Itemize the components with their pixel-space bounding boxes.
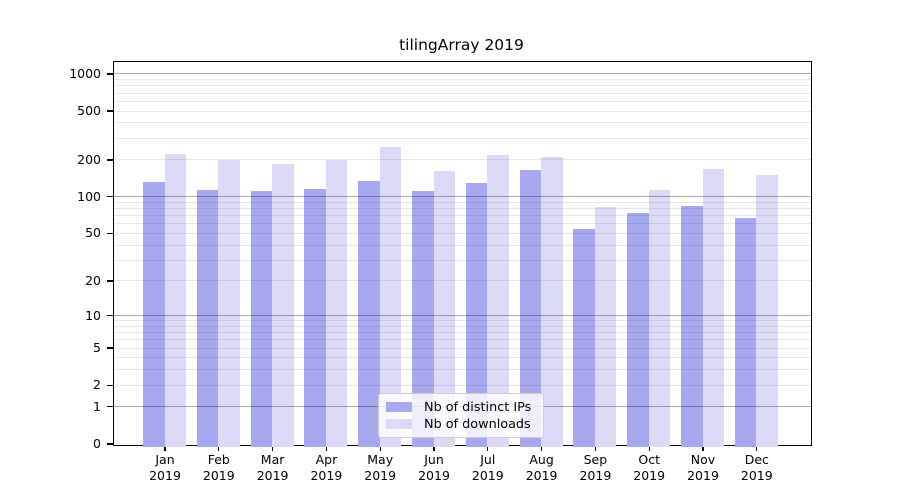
bar-downloads-apr [325,159,348,447]
x-tick-label-dec: Dec 2019 [740,452,773,483]
x-tick-label-mar: Mar 2019 [256,452,289,483]
y-tick-1 [107,406,114,408]
bar-distinct-ips-jun [412,191,434,447]
legend-swatch-downloads [386,418,412,430]
x-tick-label-feb: Feb 2019 [202,452,235,483]
legend-item-distinct-ips: Nb of distinct IPs [386,399,531,415]
bar-downloads-dec [756,175,778,447]
y-tick-0 [107,443,114,445]
bar-distinct-ips-may [358,180,380,447]
y-tick-label-200: 200 [77,151,101,167]
y-tick-label-100: 100 [77,188,101,204]
y-tick-20 [107,280,114,282]
y-tick-100 [107,196,114,198]
legend-label: Nb of distinct IPs [424,399,532,415]
y-tick-500 [107,110,114,112]
bar-downloads-nov [702,169,724,447]
x-tick-label-may: May 2019 [364,452,397,483]
y-tick-10 [107,314,114,317]
legend-item-downloads: Nb of downloads [386,416,531,432]
x-tick-aug [541,445,543,451]
bar-downloads-aug [541,157,563,447]
x-tick-label-jun: Jun 2019 [418,452,450,483]
bar-distinct-ips-dec [734,217,757,447]
legend-swatch-distinct-ips [386,401,412,413]
x-tick-may [379,445,381,451]
plot-area [112,60,812,447]
bar-downloads-feb [218,159,240,447]
x-tick-mar [272,445,274,451]
x-tick-label-jan: Jan 2019 [149,452,181,483]
x-tick-label-sep: Sep 2019 [579,452,612,483]
y-tick-label-1000: 1000 [69,65,101,81]
bar-distinct-ips-aug [519,170,542,447]
y-tick-5 [107,347,114,349]
x-tick-oct [648,445,650,451]
bars-layer [114,62,811,447]
y-tick-50 [107,232,114,234]
y-tick-label-10: 10 [85,307,101,323]
x-tick-jun [433,445,435,451]
chart-title: tilingArray 2019 [399,36,524,54]
x-tick-label-oct: Oct 2019 [633,452,666,483]
bar-downloads-mar [272,164,294,447]
bar-distinct-ips-jul [465,183,488,447]
bar-distinct-ips-feb [196,190,219,447]
y-tick-label-5: 5 [93,340,101,356]
x-tick-label-aug: Aug 2019 [525,452,558,483]
bar-downloads-may [379,146,402,447]
legend: Nb of distinct IPs Nb of downloads [378,393,545,438]
bar-distinct-ips-nov [681,205,703,447]
bar-distinct-ips-jan [143,182,165,447]
x-tick-jul [487,445,489,451]
y-tick-label-1: 1 [93,398,101,414]
y-tick-label-20: 20 [85,272,101,288]
bar-distinct-ips-sep [573,228,595,447]
bar-downloads-jul [487,155,509,447]
bar-downloads-sep [594,207,617,447]
y-tick-2 [107,384,114,386]
x-tick-feb [218,445,220,451]
y-tick-label-0: 0 [93,436,101,451]
y-tick-label-2: 2 [93,377,101,393]
y-tick-200 [107,159,114,161]
x-tick-dec [756,445,758,451]
x-tick-jan [164,445,166,451]
y-tick-1000 [107,73,114,75]
bar-distinct-ips-oct [627,212,649,447]
x-tick-nov [702,445,704,451]
x-tick-label-jul: Jul 2019 [471,452,504,483]
bar-downloads-jun [433,171,455,447]
x-tick-apr [325,445,327,451]
y-tick-label-50: 50 [85,225,101,241]
y-tick-label-500: 500 [77,103,101,119]
x-tick-sep [594,445,596,451]
bar-distinct-ips-apr [304,188,326,447]
bar-downloads-oct [648,190,671,447]
bar-downloads-jan [164,153,186,447]
x-tick-label-apr: Apr 2019 [310,452,343,483]
x-tick-label-nov: Nov 2019 [687,452,719,483]
legend-label: Nb of downloads [424,416,531,432]
bar-distinct-ips-mar [250,191,273,447]
